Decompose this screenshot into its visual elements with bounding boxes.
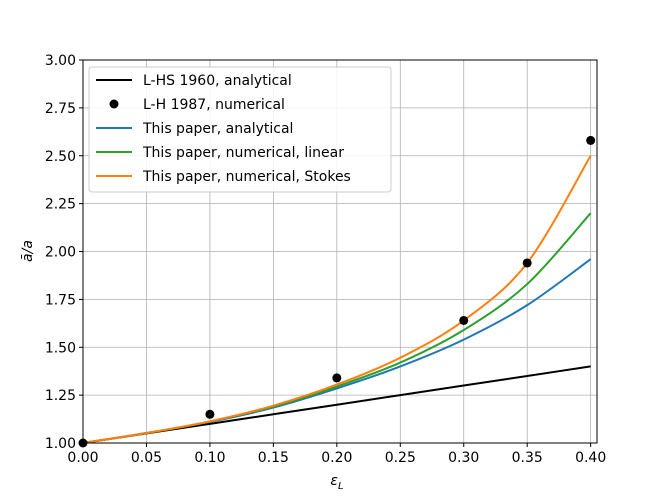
legend: L-HS 1960, analytical L-H 1987, numerical… (88, 66, 392, 193)
data-point (332, 373, 342, 383)
legend-entry: This paper, analytical (96, 121, 293, 137)
x-tick-label: 0.05 (131, 450, 162, 466)
x-tick-label: 0.25 (385, 450, 416, 466)
legend-marker (109, 99, 119, 109)
x-axis-label-main: ε (330, 473, 338, 489)
legend-label: This paper, numerical, linear (142, 145, 344, 161)
x-tick-label: 0.40 (575, 450, 606, 466)
x-axis-label-sub: L (338, 481, 344, 492)
legend-entry: L-H 1987, numerical (109, 97, 285, 113)
data-point (522, 258, 532, 268)
legend-entry: This paper, numerical, Stokes (96, 169, 351, 185)
legend-frame (88, 66, 392, 193)
data-point (586, 135, 596, 145)
legend-label: L-H 1987, numerical (143, 97, 285, 113)
x-tick-label: 0.30 (448, 450, 479, 466)
series-layer (78, 135, 596, 448)
y-tick-label: 2.00 (45, 245, 76, 261)
legend-label: This paper, analytical (142, 121, 293, 137)
x-tick-label: 0.10 (194, 450, 225, 466)
x-tick-label: 0.15 (258, 450, 289, 466)
y-axis-label: ā/a (20, 240, 36, 262)
x-tick-label: 0.35 (512, 450, 543, 466)
legend-label: L-HS 1960, analytical (143, 73, 292, 89)
data-point (459, 315, 469, 325)
y-tick-label: 2.50 (45, 149, 76, 165)
ticks: 0.00 0.05 0.10 0.15 0.20 0.25 0.30 0.35 0.40 1.00… (45, 53, 606, 466)
x-axis-label: εL (330, 473, 343, 492)
y-tick-label: 2.75 (45, 101, 76, 117)
data-point (205, 409, 215, 419)
y-tick-label: 1.25 (45, 388, 76, 404)
y-tick-label: 1.50 (45, 340, 76, 356)
legend-entry: This paper, numerical, linear (96, 145, 344, 161)
x-tick-label: 0.00 (67, 450, 98, 466)
y-tick-label: 1.00 (45, 436, 76, 452)
legend-entry: L-HS 1960, analytical (96, 73, 292, 89)
y-tick-label: 2.25 (45, 197, 76, 213)
x-tick-label: 0.20 (321, 450, 352, 466)
y-tick-label: 3.00 (45, 53, 76, 69)
y-tick-label: 1.75 (45, 292, 76, 308)
legend-label: This paper, numerical, Stokes (142, 169, 351, 185)
